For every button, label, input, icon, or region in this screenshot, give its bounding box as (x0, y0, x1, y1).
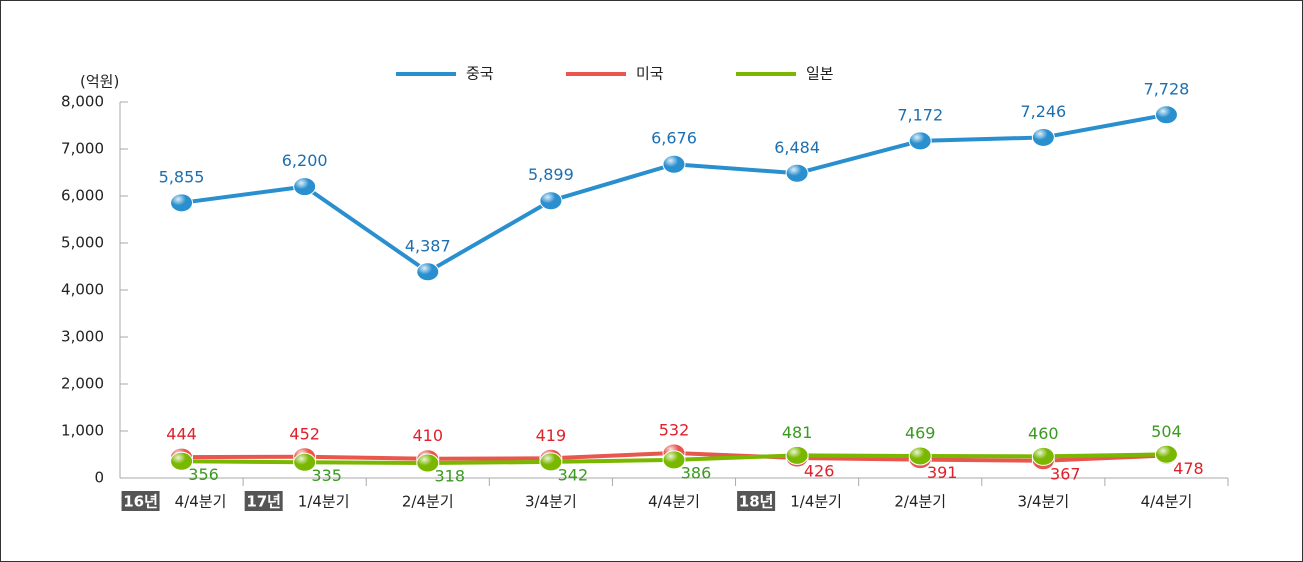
value-label: 367 (1050, 464, 1081, 483)
y-unit: (억원) (80, 73, 119, 91)
y-tick-label: 6,000 (61, 187, 104, 205)
x-tick-label: 3/4분기 (1017, 493, 1069, 511)
value-label: 391 (927, 463, 958, 482)
point-shine (170, 193, 193, 212)
legend-label: 미국 (636, 65, 664, 83)
point-shine (1032, 447, 1055, 466)
point-shine (1155, 105, 1178, 124)
legend-label: 일본 (806, 65, 834, 83)
legend-label: 중국 (466, 65, 494, 83)
point-shine (170, 452, 193, 471)
y-tick-label: 4,000 (61, 281, 104, 299)
value-label: 5,899 (528, 165, 574, 184)
value-label: 5,855 (159, 167, 205, 186)
value-label: 410 (413, 426, 444, 445)
value-label: 460 (1028, 424, 1059, 443)
point-shine (663, 155, 685, 174)
value-label: 481 (782, 423, 813, 442)
value-label: 6,484 (774, 138, 820, 157)
x-tick-label: 3/4분기 (525, 493, 577, 511)
value-label: 7,728 (1144, 79, 1190, 98)
point-shine (293, 453, 316, 472)
value-label: 478 (1173, 459, 1204, 478)
value-label: 426 (804, 461, 835, 480)
value-label: 532 (659, 420, 690, 439)
point-shine (663, 450, 685, 469)
value-label: 444 (166, 425, 197, 444)
y-tick-label: 3,000 (61, 328, 104, 346)
point-shine (293, 177, 316, 196)
year-badge: 18년 (739, 493, 774, 511)
x-tick-label: 2/4분기 (402, 493, 454, 511)
point-shine (539, 452, 562, 471)
point-shine (909, 446, 932, 465)
year-badge-bg (737, 491, 776, 511)
x-tick-label: 4/4분기 (175, 493, 227, 511)
point-shine (1032, 128, 1055, 147)
year-badge: 17년 (246, 493, 281, 511)
y-tick-label: 2,000 (61, 375, 104, 393)
value-label: 356 (188, 465, 219, 484)
y-tick-label: 5,000 (61, 234, 104, 252)
value-label: 335 (311, 466, 342, 485)
point-shine (786, 446, 809, 465)
year-badge: 16년 (123, 493, 158, 511)
value-label: 6,200 (282, 151, 328, 170)
x-tick-label: 2/4분기 (894, 493, 946, 511)
x-tick-label: 1/4분기 (790, 493, 842, 511)
value-label: 7,172 (897, 105, 943, 124)
value-label: 419 (536, 426, 567, 445)
point-shine (539, 191, 562, 210)
x-tick-label: 4/4분기 (1141, 493, 1193, 511)
point-shine (909, 131, 932, 150)
point-shine (416, 262, 439, 281)
value-label: 504 (1151, 422, 1182, 441)
y-tick-label: 1,000 (61, 422, 104, 440)
year-badge-bg (244, 491, 283, 511)
value-label: 6,676 (651, 129, 697, 148)
y-tick-label: 8,000 (61, 93, 104, 111)
value-label: 386 (681, 463, 712, 482)
point-shine (786, 164, 809, 183)
point-shine (1155, 445, 1178, 464)
value-label: 342 (558, 465, 589, 484)
value-label: 469 (905, 423, 936, 442)
value-label: 318 (435, 467, 466, 486)
year-badge-bg (121, 491, 160, 511)
value-label: 4,387 (405, 236, 451, 255)
y-tick-label: 0 (94, 469, 104, 487)
point-shine (416, 454, 439, 473)
x-tick-label: 1/4분기 (298, 493, 350, 511)
x-tick-label: 4/4분기 (648, 493, 700, 511)
y-tick-label: 7,000 (61, 140, 104, 158)
value-label: 7,246 (1020, 102, 1066, 121)
value-label: 452 (289, 424, 320, 443)
